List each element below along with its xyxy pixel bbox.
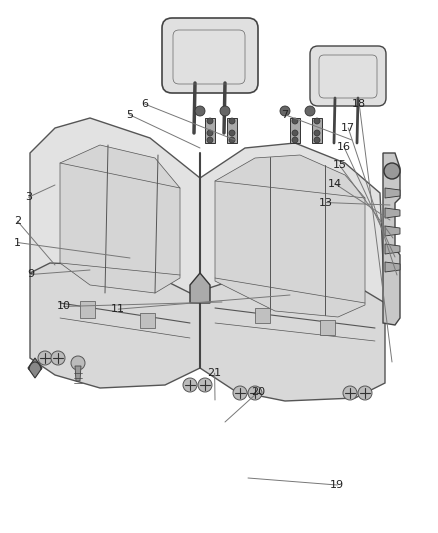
Polygon shape	[205, 118, 215, 143]
Text: 20: 20	[251, 387, 265, 397]
Text: 16: 16	[337, 142, 351, 151]
Text: 19: 19	[330, 480, 344, 490]
Text: 7: 7	[281, 110, 288, 119]
FancyBboxPatch shape	[162, 18, 258, 93]
Circle shape	[198, 378, 212, 392]
Polygon shape	[30, 263, 200, 388]
Polygon shape	[255, 308, 270, 323]
Text: 3: 3	[25, 192, 32, 202]
Circle shape	[38, 351, 52, 365]
Circle shape	[51, 351, 65, 365]
Circle shape	[292, 118, 298, 124]
Polygon shape	[215, 155, 365, 317]
Polygon shape	[200, 143, 385, 323]
Circle shape	[384, 163, 400, 179]
Polygon shape	[140, 313, 155, 328]
Polygon shape	[60, 145, 180, 293]
Circle shape	[207, 130, 213, 136]
Text: 21: 21	[208, 368, 222, 378]
Circle shape	[358, 386, 372, 400]
Circle shape	[305, 106, 315, 116]
Polygon shape	[75, 366, 81, 381]
Text: 1: 1	[14, 238, 21, 247]
Circle shape	[71, 356, 85, 370]
Text: 5: 5	[126, 110, 133, 119]
Text: 9: 9	[27, 270, 34, 279]
Circle shape	[292, 137, 298, 143]
Circle shape	[343, 386, 357, 400]
Polygon shape	[385, 244, 400, 254]
Circle shape	[183, 378, 197, 392]
Text: 14: 14	[328, 179, 342, 189]
Polygon shape	[385, 188, 400, 198]
Polygon shape	[383, 153, 400, 325]
Polygon shape	[385, 208, 400, 218]
Polygon shape	[80, 301, 95, 318]
Text: 18: 18	[352, 99, 366, 109]
Circle shape	[292, 130, 298, 136]
Polygon shape	[290, 118, 300, 143]
Polygon shape	[190, 273, 210, 303]
Circle shape	[220, 106, 230, 116]
Text: 10: 10	[57, 302, 71, 311]
Circle shape	[229, 137, 235, 143]
Polygon shape	[320, 320, 335, 335]
Circle shape	[195, 106, 205, 116]
FancyBboxPatch shape	[310, 46, 386, 106]
Polygon shape	[385, 226, 400, 236]
Circle shape	[314, 118, 320, 124]
Polygon shape	[28, 358, 42, 378]
Text: 13: 13	[319, 198, 333, 207]
Circle shape	[233, 386, 247, 400]
Polygon shape	[200, 275, 385, 401]
Text: 11: 11	[111, 304, 125, 314]
Circle shape	[229, 118, 235, 124]
Polygon shape	[385, 262, 400, 272]
Text: 17: 17	[341, 123, 355, 133]
Circle shape	[207, 118, 213, 124]
Circle shape	[248, 386, 262, 400]
Circle shape	[280, 106, 290, 116]
Polygon shape	[227, 118, 237, 143]
Text: 2: 2	[14, 216, 21, 226]
Circle shape	[207, 137, 213, 143]
Circle shape	[314, 130, 320, 136]
Polygon shape	[30, 118, 200, 308]
Polygon shape	[312, 118, 322, 143]
Circle shape	[314, 137, 320, 143]
Text: 6: 6	[141, 99, 148, 109]
Circle shape	[229, 130, 235, 136]
Text: 15: 15	[332, 160, 346, 170]
